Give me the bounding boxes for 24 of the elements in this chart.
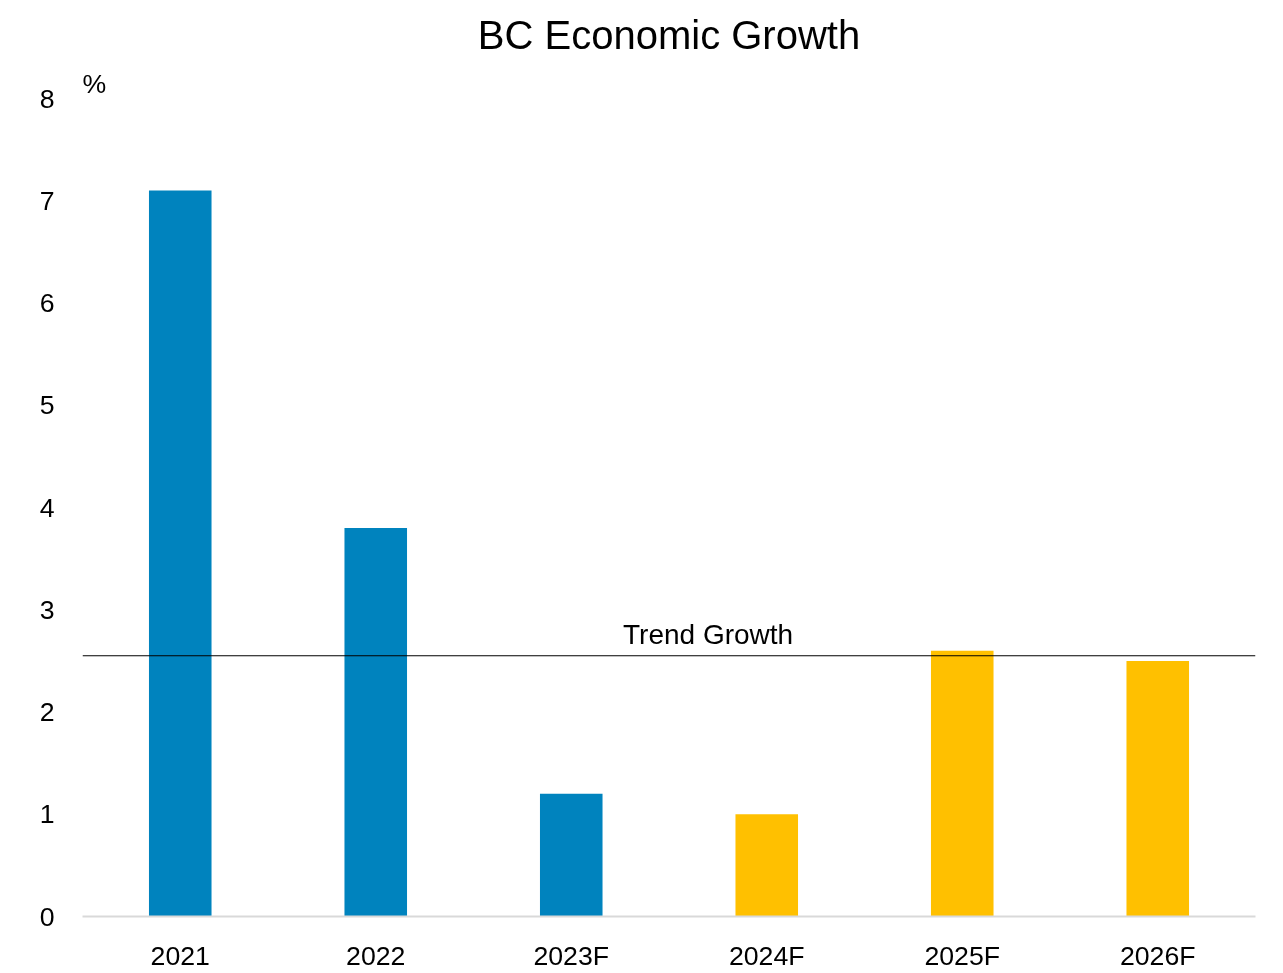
y-tick-label: 2 (39, 697, 55, 727)
y-tick-label: 7 (39, 185, 55, 216)
y-tick-label: 0 (39, 901, 55, 932)
ref-line-label: Trend Growth (623, 618, 794, 650)
x-tick-label: 2023F (533, 940, 610, 971)
bar (735, 814, 799, 917)
bar (539, 793, 603, 917)
y-tick-label: 4 (39, 492, 55, 523)
y-tick-label: 5 (39, 390, 55, 421)
bar (344, 527, 408, 917)
bar (1126, 660, 1190, 917)
y-axis-title: % (82, 68, 107, 99)
x-tick-label: 2025F (924, 940, 1001, 971)
bar (148, 190, 212, 917)
x-tick-label: 2022 (346, 940, 406, 971)
y-tick-label: 3 (39, 594, 55, 625)
bar (930, 650, 994, 917)
x-tick-label: 2024F (728, 940, 805, 971)
y-tick-label: 6 (39, 288, 55, 318)
chart-title: BC Economic Growth (477, 12, 861, 57)
y-tick-label: 1 (39, 799, 55, 830)
x-tick-label: 2021 (150, 940, 210, 971)
x-tick-label: 2026F (1119, 940, 1196, 971)
y-tick-label: 8 (39, 83, 55, 114)
